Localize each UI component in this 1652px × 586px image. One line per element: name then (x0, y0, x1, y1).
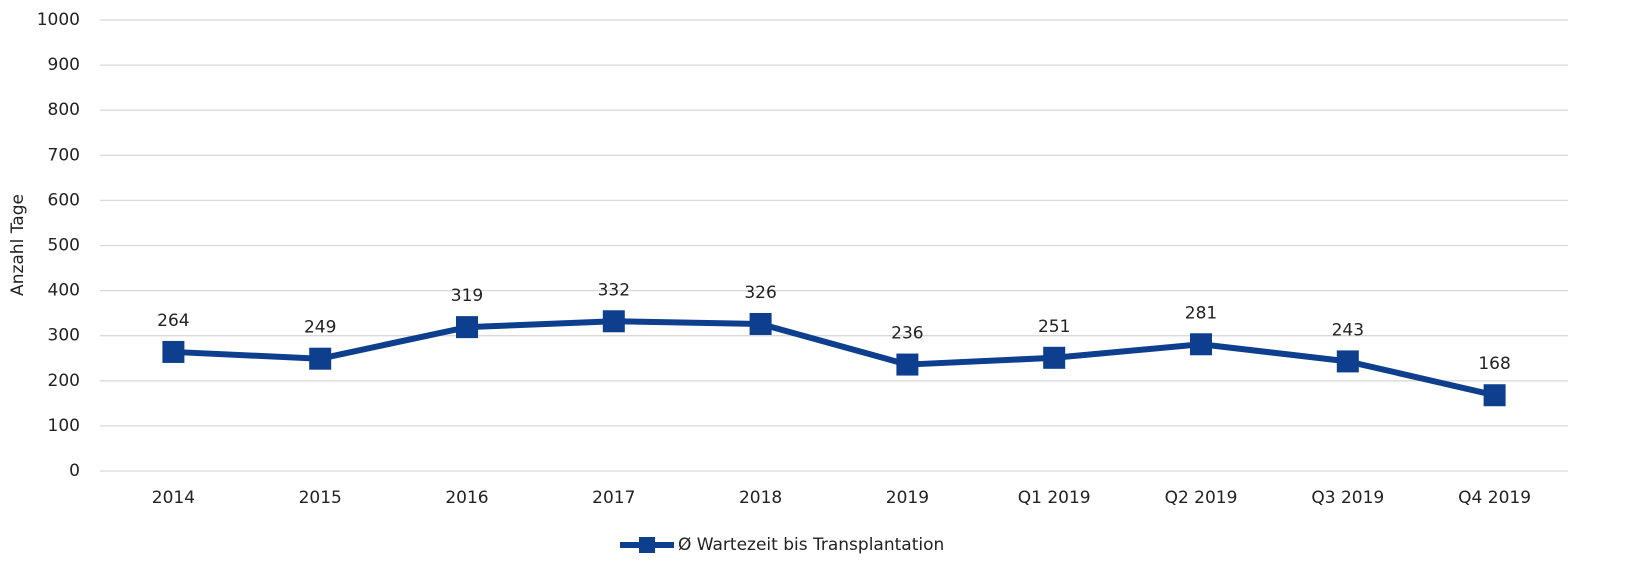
data-label: 236 (891, 324, 923, 344)
y-tick-label: 700 (48, 145, 80, 165)
marker (1190, 333, 1212, 356)
marker (749, 312, 772, 335)
data-label: 319 (451, 286, 483, 306)
x-tick-label: 2014 (152, 488, 195, 508)
marker (1336, 350, 1359, 373)
series-line (173, 318, 1496, 399)
data-label: 251 (1038, 317, 1070, 337)
y-tick-label: 800 (48, 100, 80, 120)
data-label: 281 (1185, 303, 1217, 323)
data-label: 264 (157, 311, 189, 331)
y-axis-label: Anzahl Tage (8, 194, 28, 296)
x-tick-label: 2019 (886, 488, 929, 508)
marker (162, 340, 185, 363)
y-tick-label: 0 (69, 461, 80, 481)
x-tick-label: 2015 (299, 488, 342, 508)
y-tick-label: 300 (48, 326, 80, 346)
x-tick-label: 2016 (445, 488, 488, 508)
data-label: 168 (1478, 354, 1510, 374)
data-label: 249 (304, 318, 336, 338)
x-tick-label: 2017 (592, 488, 635, 508)
marker (1043, 346, 1066, 369)
x-tick-label: Q1 2019 (1018, 488, 1091, 508)
x-tick-label: Q4 2019 (1458, 488, 1531, 508)
legend-marker (639, 537, 655, 553)
data-label: 326 (744, 283, 776, 303)
y-tick-label: 100 (48, 416, 80, 436)
data-label: 243 (1332, 320, 1364, 340)
marker (456, 316, 478, 339)
y-tick-label: 200 (48, 371, 80, 391)
marker (602, 310, 625, 333)
legend-label: Ø Wartezeit bis Transplantation (678, 535, 944, 555)
x-tick-label: Q2 2019 (1165, 488, 1238, 508)
y-tick-label: 600 (48, 190, 80, 210)
marker (309, 347, 332, 370)
y-tick-label: 500 (48, 236, 80, 256)
y-tick-label: 1000 (37, 10, 80, 30)
x-tick-label: 2018 (739, 488, 782, 508)
marker (1483, 384, 1506, 407)
y-tick-label: 900 (48, 55, 80, 75)
data-label: 332 (598, 280, 630, 300)
marker (896, 353, 919, 376)
x-tick-label: Q3 2019 (1311, 488, 1384, 508)
y-tick-label: 400 (48, 281, 80, 301)
